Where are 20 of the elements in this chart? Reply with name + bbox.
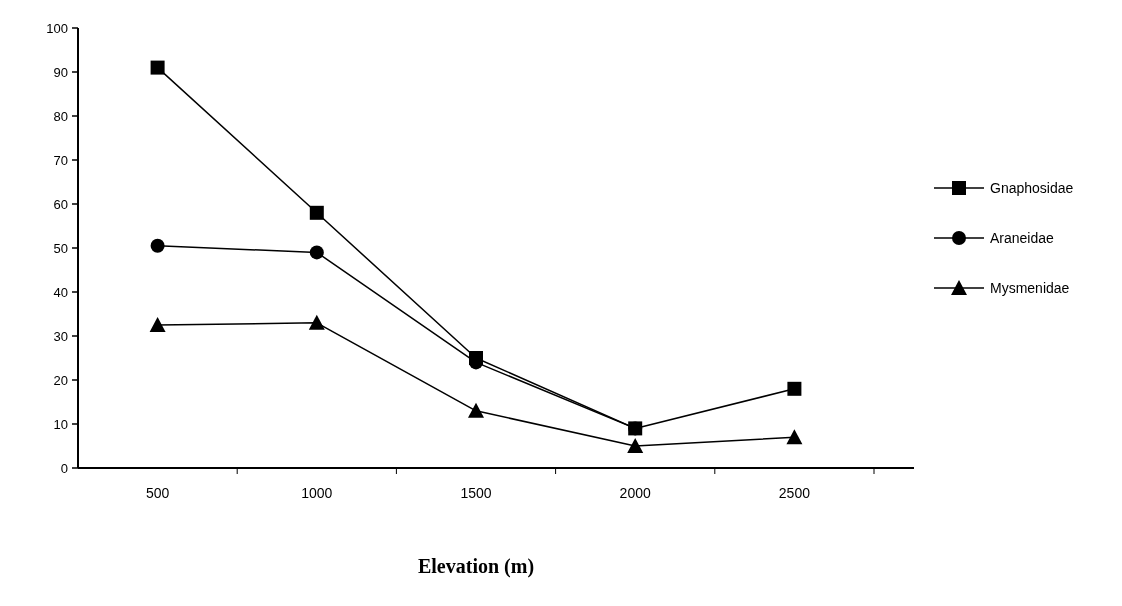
- x-tick-label: 1500: [460, 485, 492, 501]
- y-tick-label: 20: [53, 372, 68, 388]
- y-tick-label: 80: [53, 108, 68, 124]
- y-tick-label: 60: [53, 196, 68, 212]
- legend-label: Mysmenidae: [990, 279, 1070, 296]
- legend-label: Gnaphosidae: [990, 179, 1074, 196]
- x-tick-label: 2000: [619, 485, 651, 501]
- y-tick-label: 50: [53, 240, 68, 256]
- x-axis-title: Elevation (m): [417, 555, 535, 578]
- y-tick-label: 40: [53, 284, 68, 300]
- y-tick-label: 100: [46, 20, 68, 36]
- x-tick-label: 1000: [301, 485, 333, 501]
- y-tick-label: 70: [53, 152, 68, 168]
- y-tick-label: 10: [53, 416, 68, 432]
- x-tick-label: 500: [145, 485, 170, 501]
- y-tick-label: 0: [60, 460, 68, 476]
- y-tick-label: 30: [53, 328, 68, 344]
- y-tick-label: 90: [53, 64, 68, 80]
- legend-label: Araneidae: [990, 229, 1055, 246]
- x-tick-label: 2500: [778, 485, 811, 501]
